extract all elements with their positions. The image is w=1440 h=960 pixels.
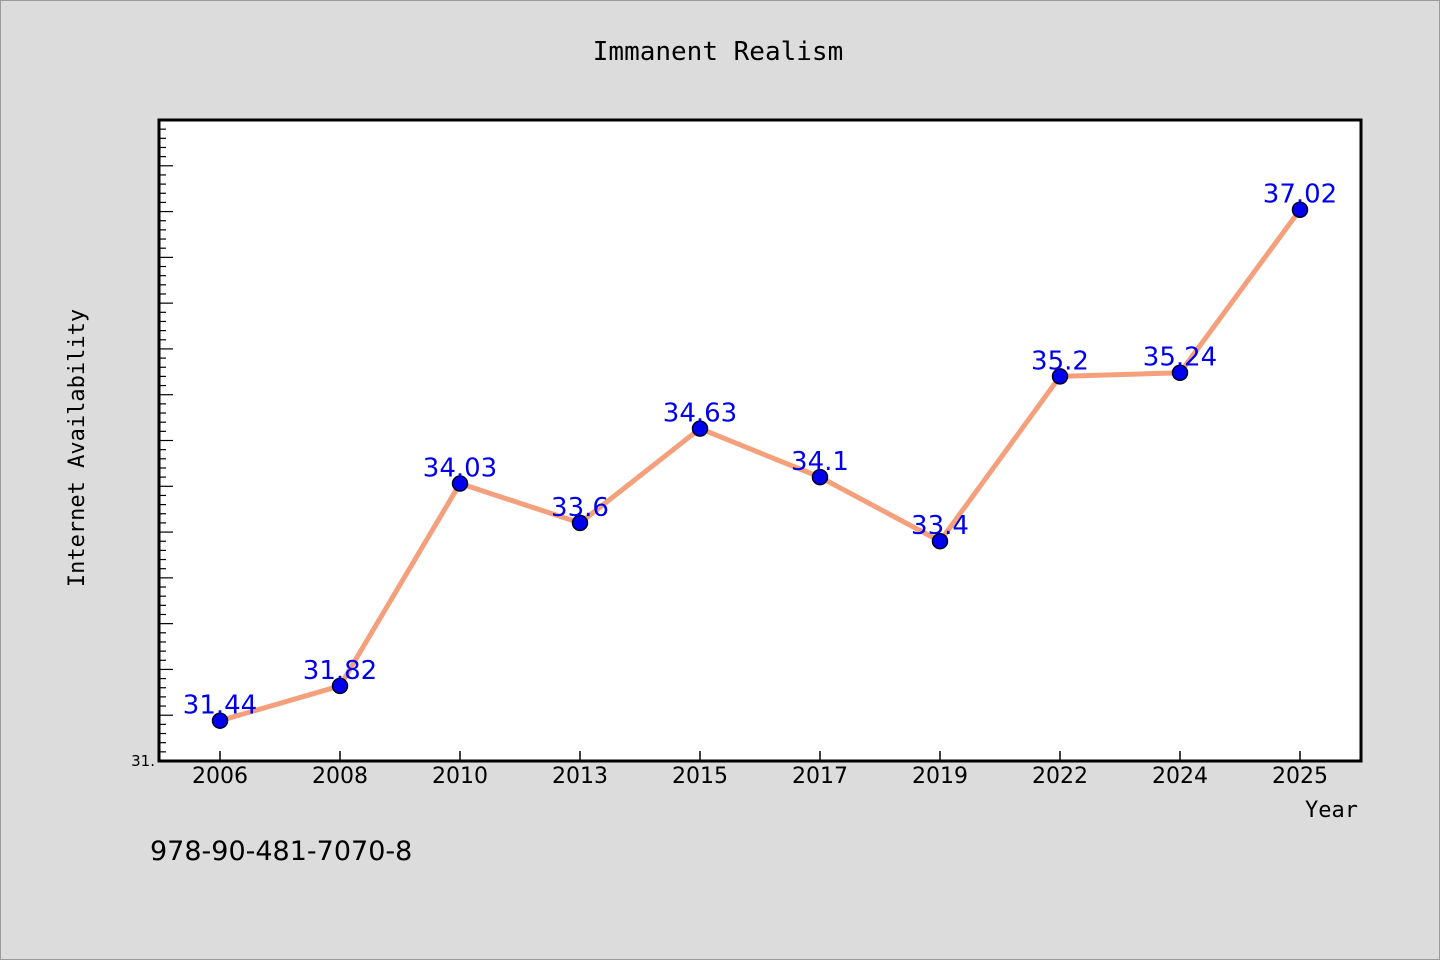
x-tick-label-2024: 2024 <box>1152 764 1208 789</box>
data-point-2008 <box>331 677 349 695</box>
data-label-2013: 33.6 <box>551 493 609 523</box>
x-tick-label-2017: 2017 <box>792 764 848 789</box>
chart-title: Immanent Realism <box>593 37 843 67</box>
x-tick-label-2025: 2025 <box>1272 764 1328 789</box>
x-tick-label-2010: 2010 <box>432 764 488 789</box>
data-label-2008: 31.82 <box>303 656 377 686</box>
data-point-2025 <box>1291 201 1309 218</box>
x-axis-label: Year <box>1305 798 1358 823</box>
data-point-2019 <box>931 532 949 550</box>
y-axis-ticks <box>159 119 173 762</box>
data-label-2025: 37.02 <box>1263 180 1337 210</box>
data-point-2022 <box>1051 368 1069 385</box>
data-point-2017 <box>811 468 829 486</box>
y-axis-label: Internet Availability <box>65 309 90 587</box>
y-tick-label: 31. <box>131 752 155 770</box>
x-axis-ticks: 2006 2008 2010 2013 2015 2017 2019 2022 2024 2025 <box>192 751 1328 789</box>
data-point-2024 <box>1171 364 1189 381</box>
data-point-2015 <box>691 420 709 437</box>
data-label-2006: 31.44 <box>183 691 257 721</box>
data-point-2006 <box>211 712 229 729</box>
series-line <box>217 207 1303 724</box>
data-label-2024: 35.24 <box>1143 343 1217 373</box>
data-label-2017: 34.1 <box>791 447 849 477</box>
x-tick-label-2006: 2006 <box>192 764 248 789</box>
data-label-2022: 35.2 <box>1031 346 1089 376</box>
x-tick-label-2022: 2022 <box>1032 764 1088 789</box>
data-label-2010: 34.03 <box>423 454 497 484</box>
data-label-2019: 33.4 <box>911 511 969 541</box>
data-point-2013 <box>571 514 589 532</box>
data-label-2015: 34.63 <box>663 399 737 429</box>
series-internet-availability: 31.44 31.82 34.03 33.6 34.63 34.1 33.4 35.2 35.2… <box>183 180 1337 729</box>
x-tick-label-2015: 2015 <box>672 764 728 789</box>
x-tick-label-2019: 2019 <box>912 764 968 789</box>
x-tick-label-2013: 2013 <box>552 764 608 789</box>
x-tick-label-2008: 2008 <box>312 764 368 789</box>
data-point-2010 <box>451 475 469 492</box>
isbn-footer: 978-90-481-7070-8 <box>150 836 413 867</box>
